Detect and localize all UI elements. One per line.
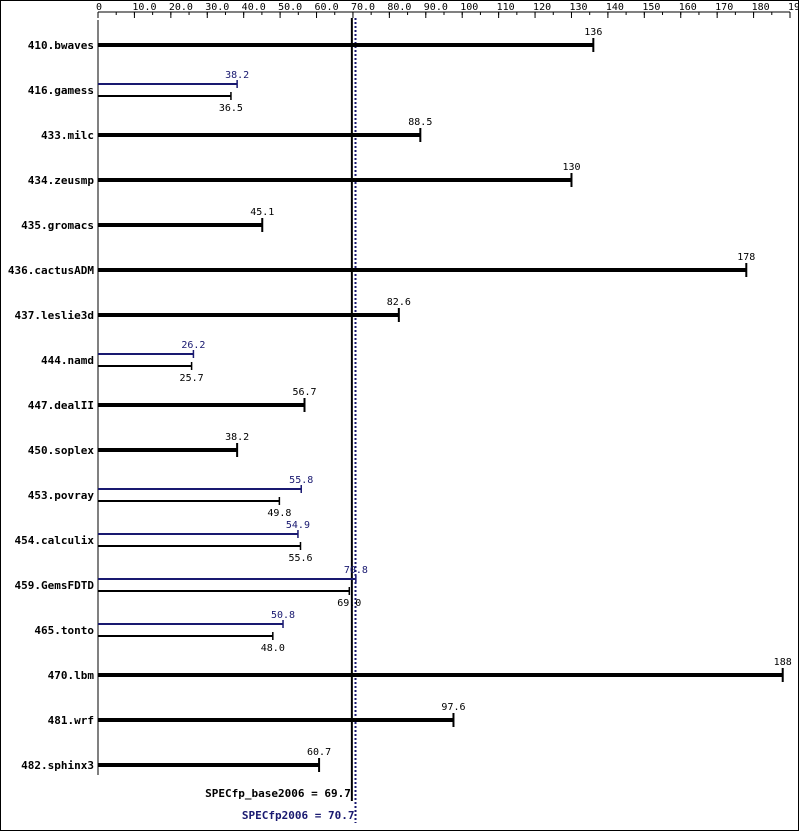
bar-base [98, 635, 273, 637]
value-label: 56.7 [292, 387, 316, 398]
x-tick-label: 160 [679, 2, 697, 13]
value-label: 88.5 [408, 117, 432, 128]
value-label: 130 [562, 162, 580, 173]
x-tick-label: 40.0 [242, 2, 266, 13]
value-label: 60.7 [307, 747, 331, 758]
bars [98, 38, 784, 772]
value-label: 188 [774, 657, 792, 668]
x-tick-label: 140 [606, 2, 624, 13]
bar-peak [98, 83, 238, 85]
category-label: 416.gamess [28, 84, 94, 97]
x-tick-label: 100 [460, 2, 478, 13]
category-label: 459.GemsFDTD [15, 579, 95, 592]
x-tick-label: 180 [752, 2, 770, 13]
x-tick-label: 130 [569, 2, 587, 13]
bar-base [98, 268, 747, 272]
bar-base [98, 718, 454, 722]
category-label: 435.gromacs [21, 219, 94, 232]
value-label: 178 [737, 252, 755, 263]
value-label: 54.9 [286, 520, 310, 531]
reference-label: SPECfp2006 = 70.7 [242, 809, 355, 822]
reference-label: SPECfp_base2006 = 69.7 [205, 787, 351, 800]
value-label: 48.0 [261, 643, 285, 654]
x-tick-label: 120 [533, 2, 551, 13]
bar-base [98, 178, 572, 182]
x-tick-label: 170 [715, 2, 733, 13]
bar-base [98, 365, 192, 367]
value-label: 82.6 [387, 297, 411, 308]
value-label: 55.8 [289, 475, 313, 486]
category-label: 434.zeusmp [28, 174, 95, 187]
bar-base [98, 590, 350, 592]
value-label: 55.6 [288, 553, 312, 564]
value-label: 36.5 [219, 103, 243, 114]
bar-base [98, 545, 301, 547]
value-label: 69.0 [337, 598, 361, 609]
x-tick-label: 80.0 [387, 2, 411, 13]
value-label: 50.8 [271, 610, 295, 621]
value-label: 97.6 [441, 702, 465, 713]
value-label: 136 [584, 27, 602, 38]
x-tick-label: 50.0 [278, 2, 302, 13]
bar-base [98, 448, 238, 452]
reference-lines [350, 18, 357, 823]
category-label: 482.sphinx3 [21, 759, 94, 772]
x-tick-label: 190 [788, 2, 799, 13]
category-label: 450.soplex [28, 444, 95, 457]
bar-peak [98, 578, 356, 580]
category-label: 481.wrf [48, 714, 94, 727]
bar-base [98, 133, 421, 137]
category-label: 433.milc [41, 129, 94, 142]
bar-base [98, 313, 399, 317]
category-label: 465.tonto [34, 624, 94, 637]
x-tick-label: 70.0 [351, 2, 375, 13]
bar-base [98, 223, 263, 227]
category-label: 444.namd [41, 354, 94, 367]
bar-peak [98, 488, 302, 490]
x-tick-label: 20.0 [169, 2, 193, 13]
bar-peak [98, 533, 298, 535]
x-tick-label: 150 [642, 2, 660, 13]
value-label: 49.8 [267, 508, 291, 519]
x-tick-label: 0 [96, 2, 102, 13]
value-label: 38.2 [225, 70, 249, 81]
value-label: 70.8 [344, 565, 368, 576]
x-tick-label: 60.0 [315, 2, 339, 13]
category-label: 454.calculix [15, 534, 95, 547]
x-tick-label: 110 [497, 2, 515, 13]
category-label: 470.lbm [48, 669, 95, 682]
category-label: 410.bwaves [28, 39, 94, 52]
x-axis: 0 10.0 20.0 30.0 40.0 50.0 60.0 70.0 80.0 90.0 100… [96, 2, 799, 775]
bar-base [98, 95, 231, 97]
value-label: 45.1 [250, 207, 274, 218]
category-label: 437.leslie3d [15, 309, 94, 322]
bar-base [98, 43, 594, 47]
x-tick-label: 30.0 [205, 2, 229, 13]
x-tick-label: 10.0 [132, 2, 156, 13]
category-label: 453.povray [28, 489, 95, 502]
labels: SPECfp_base2006 = 69.7 SPECfp2006 = 70.7 4… [8, 27, 792, 822]
bar-base [98, 673, 783, 677]
value-label: 25.7 [180, 373, 204, 384]
value-label: 38.2 [225, 432, 249, 443]
bar-base [98, 763, 320, 767]
bar-peak [98, 623, 284, 625]
x-tick-label: 90.0 [424, 2, 448, 13]
bar-base [98, 403, 305, 407]
category-label: 436.cactusADM [8, 264, 94, 277]
bar-peak [98, 353, 194, 355]
category-label: 447.dealII [28, 399, 94, 412]
bar-base [98, 500, 280, 502]
value-label: 26.2 [181, 340, 205, 351]
